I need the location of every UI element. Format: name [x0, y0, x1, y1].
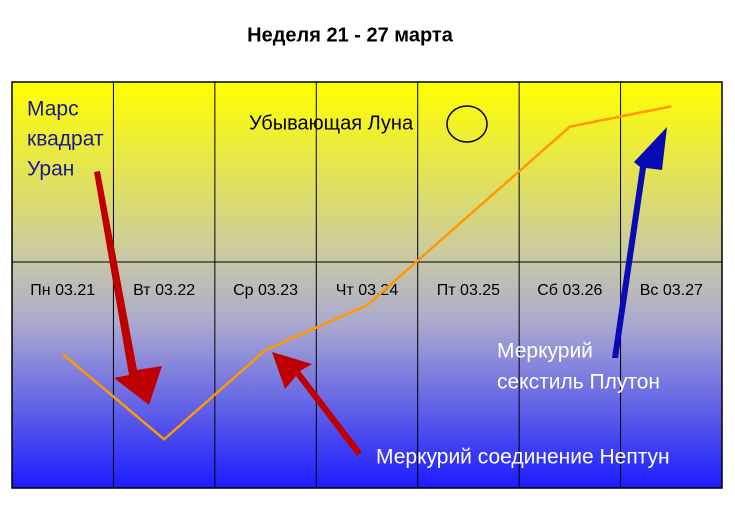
annotation: квадрат: [27, 128, 104, 151]
arrow: [94, 171, 162, 405]
arrow: [612, 127, 667, 358]
annotation: Убывающая Луна: [249, 112, 414, 134]
annotation: Марс: [27, 98, 79, 121]
x-tick-label: Пт 03.25: [437, 282, 500, 299]
x-tick-label: Пн 03.21: [30, 282, 95, 299]
x-tick-label: Чт 03.24: [336, 282, 399, 299]
annotation: секстиль Плутон: [497, 371, 660, 394]
annotation: Меркурий соединение Нептун: [376, 446, 670, 469]
x-tick-label: Сб 03.26: [537, 282, 602, 299]
moon-icon: [446, 105, 488, 143]
x-tick-label: Вс 03.27: [640, 282, 703, 299]
x-tick-label: Вт 03.22: [133, 282, 195, 299]
x-tick-label: Ср 03.23: [233, 282, 298, 299]
annotation: Меркурий: [497, 340, 593, 363]
chart-title: Неделя 21 - 27 марта: [247, 24, 454, 46]
arrow: [272, 352, 362, 456]
annotation: Уран: [27, 158, 74, 181]
line: [61, 105, 672, 441]
plot-area: [11, 81, 723, 489]
